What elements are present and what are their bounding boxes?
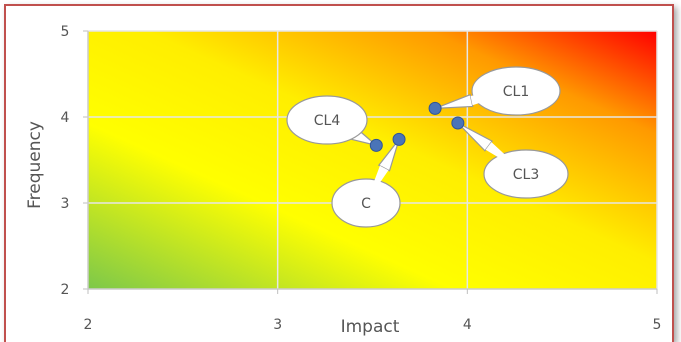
- callout-tail-joint: [366, 165, 389, 203]
- callout-cl3: CL3: [457, 122, 569, 199]
- callouts: CL1 CL3 CL4 C: [286, 66, 569, 228]
- point-label: CL3: [513, 167, 539, 183]
- x-axis-title: Impact: [341, 317, 400, 337]
- tick-labels: 2 3 4 5 2 3 4 5: [61, 24, 662, 333]
- point-label: CL1: [503, 84, 529, 100]
- x-tick-label: 2: [84, 317, 93, 333]
- data-point-c: [392, 132, 406, 146]
- y-tick-label: 3: [61, 196, 70, 212]
- callout-tail-joint: [327, 120, 357, 139]
- callout-tail-joint: [485, 142, 526, 174]
- gridlines: [83, 30, 658, 294]
- point-label: CL4: [314, 113, 341, 129]
- x-tick-label: 4: [463, 317, 472, 333]
- x-tick-label: 5: [653, 317, 662, 333]
- y-tick-label: 4: [61, 110, 70, 126]
- point-label: C: [361, 196, 371, 212]
- data-points: [369, 101, 465, 152]
- x-tick-label: 3: [273, 317, 282, 333]
- y-axis-title: Frequency: [25, 121, 45, 209]
- callout-cl1: CL1: [434, 66, 561, 116]
- callout-cl4: CL4: [286, 95, 377, 146]
- callout-c: C: [331, 138, 401, 228]
- y-tick-label: 5: [61, 24, 70, 40]
- plot-area-heatmap: [88, 31, 657, 289]
- data-point-cl3: [451, 116, 465, 130]
- y-tick-label: 2: [61, 282, 70, 298]
- data-point-cl1: [428, 101, 442, 115]
- callout-tail-joint: [470, 91, 516, 106]
- data-point-cl4: [369, 138, 383, 152]
